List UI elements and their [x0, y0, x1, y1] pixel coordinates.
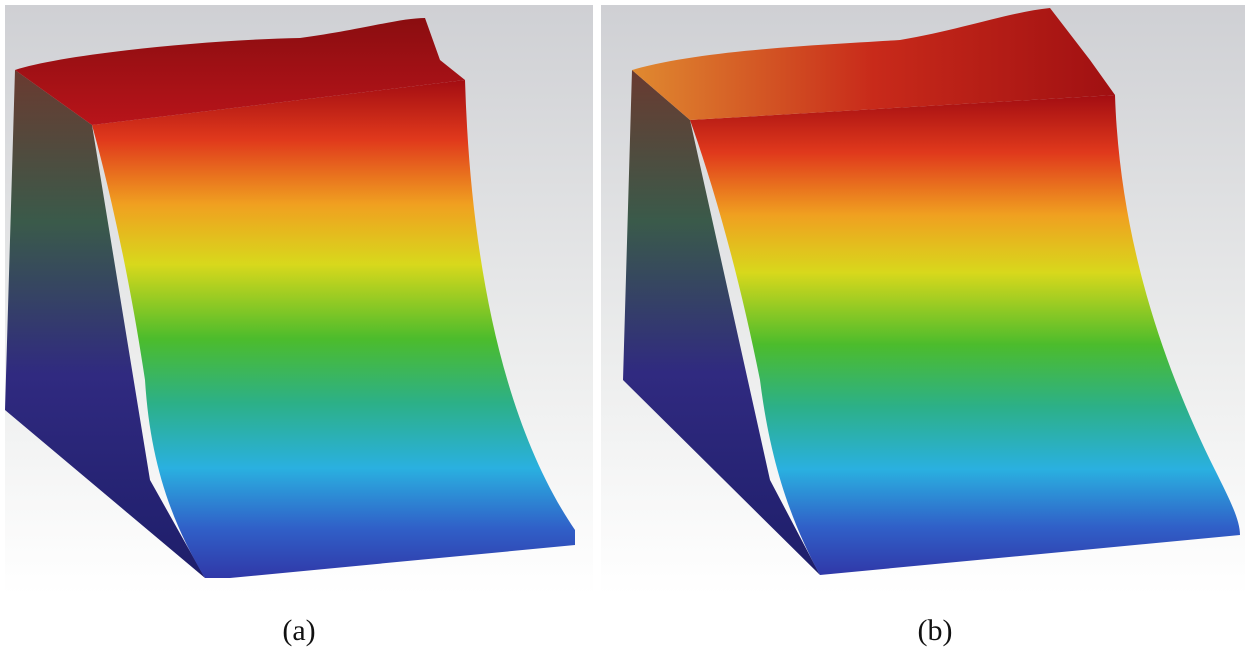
- panel-label: (a): [282, 614, 315, 647]
- panel-b: (b): [601, 5, 1245, 647]
- slope-face: [92, 80, 575, 578]
- slope-face: [690, 95, 1240, 575]
- top-surface: [632, 8, 1115, 120]
- panel-label: (b): [918, 614, 953, 647]
- top-surface: [15, 18, 465, 125]
- side-face: [5, 70, 205, 578]
- side-face: [623, 70, 820, 575]
- panel-a: (a): [5, 5, 593, 647]
